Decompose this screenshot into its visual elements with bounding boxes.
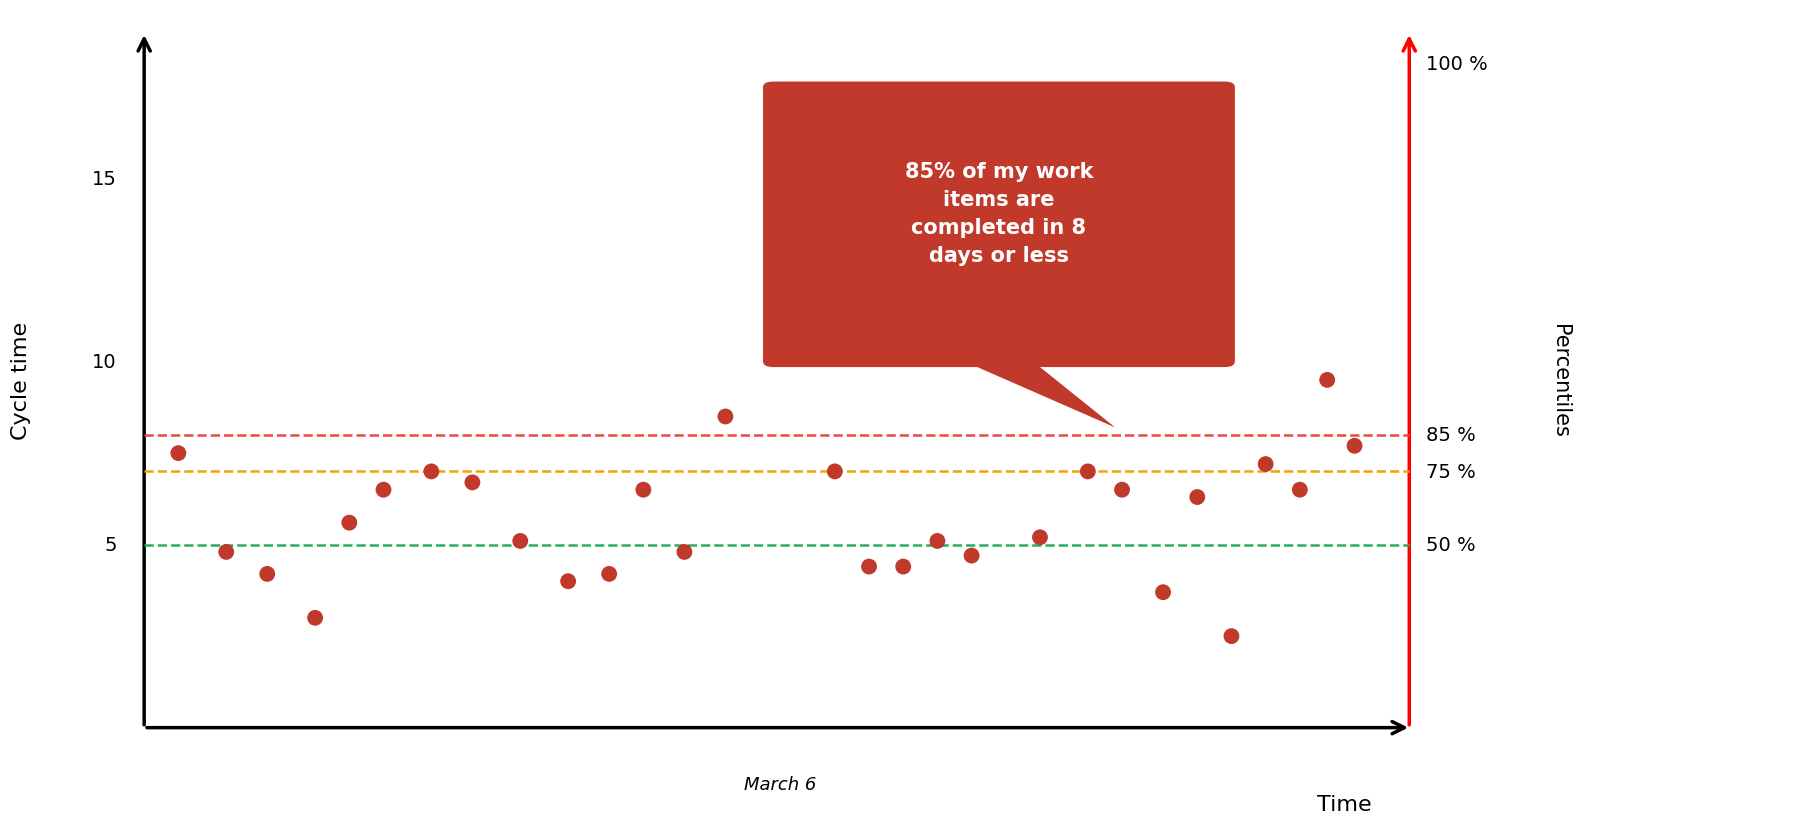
Point [923, 535, 951, 548]
Point [766, 213, 795, 226]
Point [335, 516, 364, 529]
Point [1074, 466, 1103, 479]
Point [369, 484, 398, 497]
Point [164, 447, 193, 460]
Point [888, 560, 917, 573]
Text: 15: 15 [92, 170, 117, 189]
Point [1314, 374, 1342, 387]
Text: 85 %: 85 % [1427, 426, 1476, 445]
Point [712, 410, 741, 423]
Point [1148, 586, 1177, 599]
Text: 85% of my work
items are
completed in 8
days or less: 85% of my work items are completed in 8 … [905, 162, 1094, 266]
Point [1025, 531, 1054, 544]
Point [670, 546, 699, 559]
Point [957, 549, 986, 562]
Point [1182, 490, 1211, 504]
Point [213, 546, 241, 559]
Point [629, 484, 658, 497]
FancyBboxPatch shape [762, 83, 1234, 368]
Point [595, 567, 623, 581]
Point [1216, 629, 1245, 643]
Point [991, 319, 1020, 332]
Point [1251, 458, 1279, 471]
Polygon shape [964, 362, 1115, 428]
Point [1341, 440, 1370, 453]
Point [301, 611, 330, 624]
Point [553, 575, 582, 588]
Text: 75 %: 75 % [1427, 462, 1476, 481]
Text: Cycle time: Cycle time [11, 322, 31, 439]
Text: Time: Time [1317, 794, 1371, 814]
Point [252, 567, 281, 581]
Point [458, 476, 487, 490]
Text: 100 %: 100 % [1427, 55, 1488, 74]
Text: 50 %: 50 % [1427, 535, 1476, 554]
Point [416, 466, 445, 479]
Text: 5: 5 [105, 535, 117, 554]
Point [820, 466, 849, 479]
Point [1108, 484, 1137, 497]
Text: March 6: March 6 [744, 775, 816, 793]
Text: Percentiles: Percentiles [1550, 323, 1570, 437]
Point [1285, 484, 1314, 497]
Point [854, 560, 883, 573]
Text: 10: 10 [92, 352, 117, 371]
Point [506, 535, 535, 548]
